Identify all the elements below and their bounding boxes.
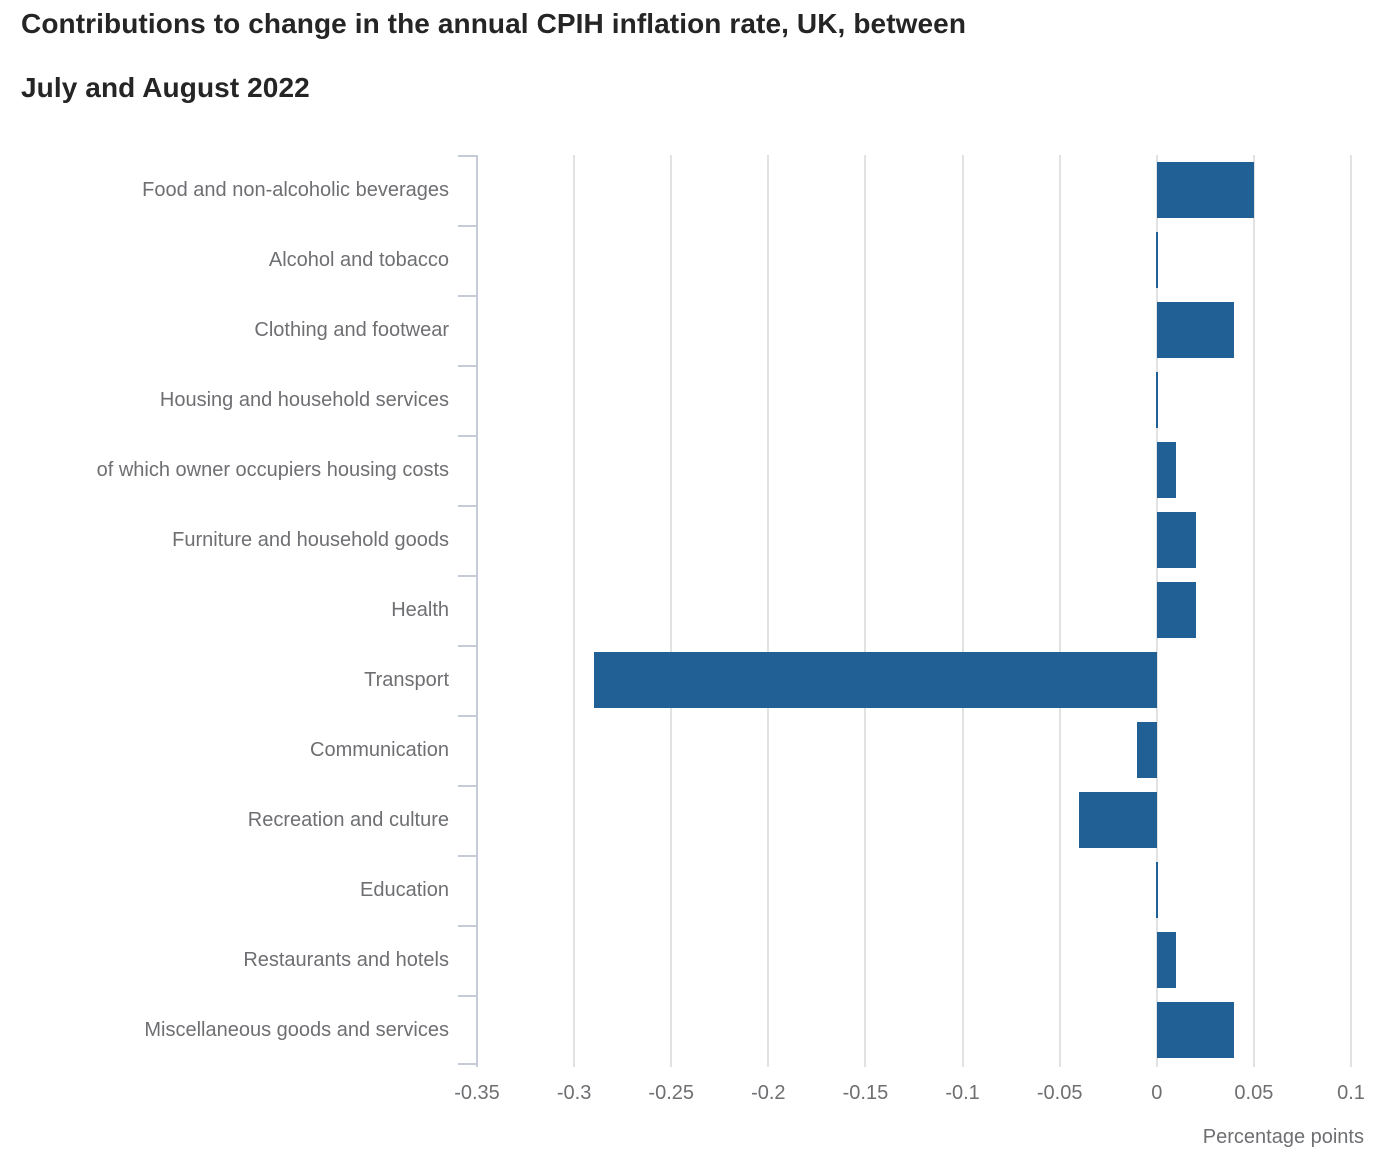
y-axis-tick (458, 785, 476, 787)
category-label-restaurants-and-hotels: Restaurants and hotels (243, 949, 449, 971)
gridline-x-0.05 (1252, 155, 1255, 1067)
category-label-health: Health (391, 599, 449, 621)
x-axis-title: Percentage points (1202, 1126, 1364, 1148)
gridline-x--0.2 (767, 155, 770, 1067)
bar-transport (593, 652, 1157, 708)
bar-housing-and-household-services (1155, 372, 1158, 428)
gridline-x--0.25 (670, 155, 673, 1067)
y-axis-line (476, 155, 478, 1067)
x-tick-label-0.05: 0.05 (1234, 1082, 1274, 1104)
category-label-furniture-and-household-goods: Furniture and household goods (172, 529, 449, 551)
chart-title-line-1: Contributions to change in the annual CP… (21, 8, 967, 39)
category-label-clothing-and-footwear: Clothing and footwear (254, 319, 449, 341)
bar-food-and-non-alcoholic-beverages (1156, 162, 1254, 218)
x-tick-label--0.3: -0.3 (556, 1082, 592, 1104)
y-axis-tick (458, 435, 476, 437)
bar-communication (1137, 722, 1157, 778)
category-label-food-and-non-alcoholic-beverages: Food and non-alcoholic beverages (142, 179, 449, 201)
category-label-miscellaneous-goods-and-services: Miscellaneous goods and services (144, 1019, 449, 1041)
plot-area (458, 155, 1352, 1067)
bar-clothing-and-footwear (1156, 302, 1235, 358)
y-axis-tick (458, 225, 476, 227)
chart-title-line-2: July and August 2022 (21, 72, 310, 103)
x-tick-label--0.35: -0.35 (454, 1082, 500, 1104)
bar-of-which-owner-occupiers-housing-costs (1156, 442, 1177, 498)
category-label-recreation-and-culture: Recreation and culture (247, 809, 449, 831)
y-axis-tick (458, 995, 476, 997)
bar-education (1155, 862, 1158, 918)
y-axis-tick (458, 1063, 476, 1065)
gridline-x--0.1 (961, 155, 964, 1067)
x-tick-label-0: 0 (1151, 1082, 1163, 1104)
category-label-housing-and-household-services: Housing and household services (159, 389, 449, 411)
bar-miscellaneous-goods-and-services (1156, 1002, 1235, 1058)
bar-alcohol-and-tobacco (1155, 232, 1158, 288)
y-axis-tick (458, 365, 476, 367)
bar-furniture-and-household-goods (1156, 512, 1196, 568)
category-label-education: Education (360, 879, 449, 901)
category-label-of-which-owner-occupiers-housing-costs: of which owner occupiers housing costs (96, 459, 449, 481)
y-axis-tick (458, 925, 476, 927)
x-tick-label--0.25: -0.25 (648, 1082, 695, 1104)
y-axis-tick (458, 855, 476, 857)
gridline-x--0.05 (1058, 155, 1061, 1067)
bar-recreation-and-culture (1079, 792, 1157, 848)
x-tick-label--0.05: -0.05 (1036, 1082, 1083, 1104)
x-tick-label-0.1: 0.1 (1337, 1082, 1365, 1104)
bar-health (1156, 582, 1196, 638)
y-axis-tick (458, 505, 476, 507)
bar-restaurants-and-hotels (1156, 932, 1177, 988)
gridline-x--0.3 (573, 155, 576, 1067)
y-axis-tick (458, 645, 476, 647)
x-tick-label--0.2: -0.2 (751, 1082, 786, 1104)
y-axis-tick (458, 575, 476, 577)
x-tick-label--0.1: -0.1 (945, 1082, 980, 1104)
gridline-x--0.15 (864, 155, 867, 1067)
y-axis-tick (458, 715, 476, 717)
gridline-x-0.1 (1350, 155, 1352, 1067)
category-label-transport: Transport (364, 669, 449, 691)
category-label-communication: Communication (310, 739, 449, 761)
y-axis-tick (458, 295, 476, 297)
x-tick-label--0.15: -0.15 (842, 1082, 889, 1104)
category-label-alcohol-and-tobacco: Alcohol and tobacco (268, 249, 449, 271)
y-axis-tick (458, 155, 476, 157)
